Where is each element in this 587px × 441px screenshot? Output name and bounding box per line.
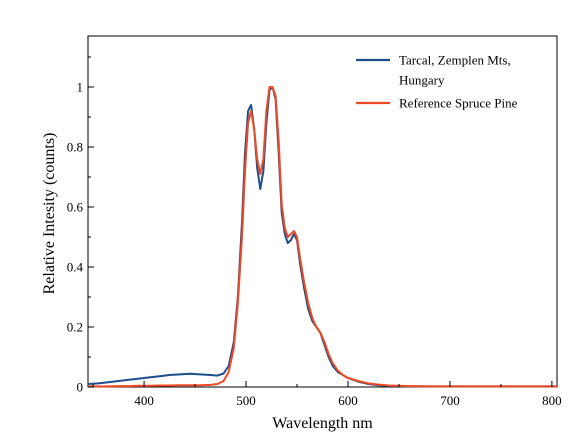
y-tick-label: 0.2 — [67, 320, 83, 335]
y-tick-label: 0 — [77, 380, 84, 395]
legend-label-1-line-1: Tarcal, Zemplen Mts, — [399, 53, 511, 68]
x-axis-title: Wavelength nm — [272, 415, 373, 432]
legend-label-2-line-1: Reference Spruce Pine — [399, 96, 518, 111]
legend-label-1-line-2: Hungary — [399, 73, 445, 88]
series-line-1 — [87, 86, 557, 388]
y-tick-label: 0.8 — [67, 140, 83, 155]
x-axis-ticks: 400 500 600 700 800 — [92, 381, 562, 408]
series-layer — [87, 86, 557, 388]
x-tick-label: 700 — [440, 393, 460, 408]
y-tick-label: 0.4 — [67, 260, 84, 275]
y-axis-ticks: 0 0.2 0.4 0.6 0.8 1 — [67, 56, 94, 395]
x-tick-label: 400 — [134, 393, 154, 408]
legend: Tarcal, Zemplen Mts, Hungary Reference Spr… — [356, 53, 518, 111]
y-tick-label: 0.6 — [67, 200, 84, 215]
x-tick-label: 800 — [542, 393, 562, 408]
y-axis-title: Relative Intesity (counts) — [41, 133, 58, 295]
x-tick-label: 600 — [338, 393, 358, 408]
plot-area-frame — [87, 35, 558, 388]
x-tick-label: 500 — [236, 393, 256, 408]
series-line-2 — [88, 86, 557, 388]
y-tick-label: 1 — [77, 80, 84, 95]
